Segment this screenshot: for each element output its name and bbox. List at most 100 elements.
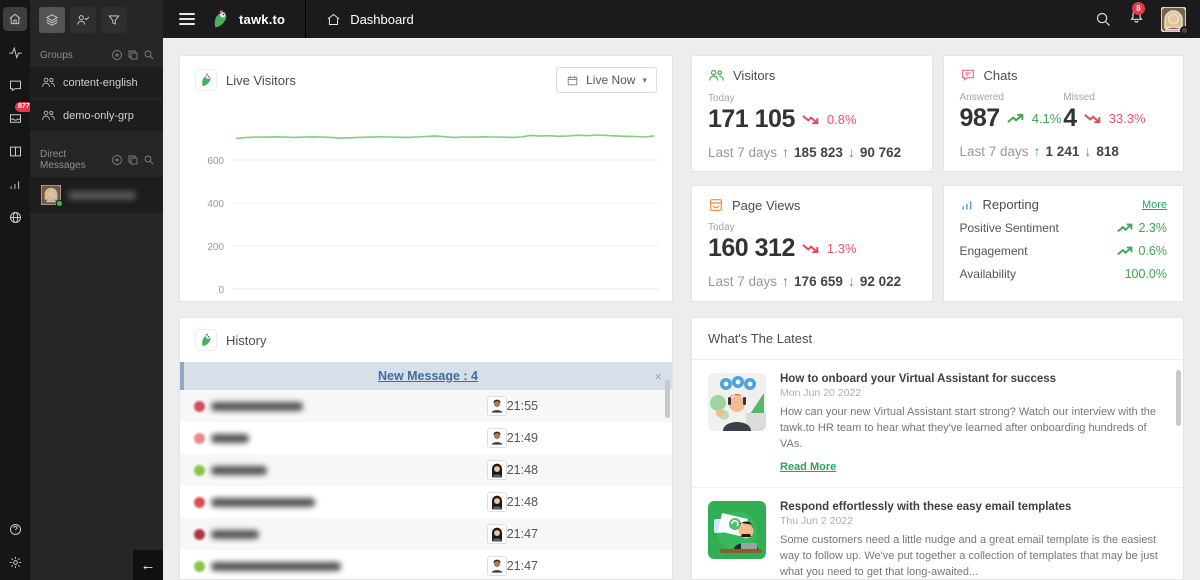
visitor-name-redacted <box>194 432 433 444</box>
topbar-divider <box>305 0 307 38</box>
tawkto-chip <box>195 69 217 91</box>
rail-globe[interactable] <box>3 205 27 229</box>
tab-filter[interactable] <box>101 7 127 33</box>
reporting-title: Reporting <box>982 197 1039 212</box>
up-arrow-icon: ↑ <box>782 144 790 160</box>
stat-grid: Visitors Today 171 105 0.8% Last 7 days … <box>691 55 1184 302</box>
history-scrollbar[interactable] <box>665 380 670 418</box>
up-arrow-icon: ↑ <box>782 273 790 289</box>
add-group-icon[interactable] <box>111 49 123 61</box>
brand-name[interactable]: tawk.to <box>239 11 286 27</box>
visitors-last7-down: 90 762 <box>859 144 902 160</box>
down-arrow-icon: ↓ <box>847 144 855 160</box>
visitor-name-redacted <box>194 496 433 508</box>
rail-activity[interactable] <box>3 40 27 64</box>
ytick-600: 600 <box>207 156 224 167</box>
tab-groups[interactable] <box>39 7 65 33</box>
new-message-link[interactable]: New Message : 4 <box>377 369 479 383</box>
missed-col: Missed 4 33.3% <box>1063 83 1167 133</box>
visitors-icon <box>709 69 724 81</box>
chats-icon <box>961 69 974 81</box>
trend-down-icon <box>802 244 819 254</box>
copy-icon[interactable] <box>127 154 139 166</box>
user-avatar[interactable] <box>1160 5 1189 35</box>
status-dot <box>194 464 205 476</box>
article-thumbnail <box>708 500 766 559</box>
history-row[interactable]: 21:49 <box>180 422 672 454</box>
history-row[interactable]: 21:48 <box>180 454 672 486</box>
chats-last7-down: 818 <box>1096 143 1119 159</box>
icon-rail: 877 <box>0 0 33 580</box>
agent-avatar <box>486 396 507 416</box>
history-row[interactable]: 21:47 <box>180 518 672 550</box>
dm-item-user[interactable] <box>30 177 163 213</box>
rail-reporting[interactable] <box>3 172 27 196</box>
search-groups-icon[interactable] <box>143 49 155 61</box>
dashboard-content: Live Visitors Live Now ▾ <box>163 38 1200 580</box>
latest-scrollbar[interactable] <box>1176 370 1181 426</box>
rail-help[interactable] <box>3 517 27 541</box>
history-row[interactable]: 21:47 <box>180 550 672 579</box>
trend-down-icon <box>1083 114 1100 124</box>
group-item-demo-only-grp[interactable]: demo-only-grp <box>30 100 163 131</box>
search-dm-icon[interactable] <box>143 154 155 166</box>
group-item-content-english[interactable]: content-english <box>30 67 163 98</box>
group-label: content-english <box>63 76 138 89</box>
close-icon[interactable]: × <box>654 368 662 384</box>
missed-label: Missed <box>1063 92 1095 103</box>
inbox-badge: 877 <box>15 102 33 113</box>
trend-up-icon <box>1116 223 1132 233</box>
live-visitors-card: Live Visitors Live Now ▾ <box>179 55 673 302</box>
more-link[interactable]: More <box>1141 198 1167 211</box>
visitor-name-redacted <box>194 464 433 476</box>
metric-label: Positive Sentiment <box>959 221 1059 235</box>
visitors-card: Visitors Today 171 105 0.8% Last 7 days … <box>691 55 933 172</box>
chat-time: 21:48 <box>506 495 538 509</box>
history-header: History <box>180 318 672 362</box>
rail-chats[interactable] <box>3 73 27 97</box>
chat-time: 21:47 <box>506 527 538 541</box>
article-title[interactable]: How to onboard your Virtual Assistant fo… <box>780 373 1057 385</box>
status-dot <box>194 400 205 412</box>
latest-header: What's The Latest <box>692 318 1183 360</box>
read-more-link[interactable]: Read More <box>780 460 837 473</box>
reporting-card: Reporting More Positive Sentiment 2.3% E… <box>942 185 1184 302</box>
add-dm-icon[interactable] <box>111 154 123 166</box>
dm-avatar <box>40 184 63 207</box>
activity-icon <box>8 45 22 59</box>
trend-up-icon <box>1006 113 1024 123</box>
tab-agents[interactable] <box>70 7 96 33</box>
date-range-selector[interactable]: Live Now ▾ <box>556 67 657 93</box>
collapse-sidebar-button[interactable]: ← <box>133 550 163 580</box>
redacted-username <box>68 190 136 200</box>
visitors-today-value: 171 105 <box>708 105 795 133</box>
notifications-button[interactable]: 8 <box>1128 2 1145 30</box>
dashboard-home-icon <box>327 13 340 25</box>
inbox-icon <box>9 113 21 123</box>
calendar-icon <box>567 75 578 85</box>
answered-change: 4.1% <box>1031 111 1062 126</box>
metric-label: Engagement <box>959 244 1028 258</box>
visitor-name-redacted <box>194 400 433 412</box>
rail-inbox[interactable]: 877 <box>3 102 33 130</box>
metric-label: Availability <box>959 267 1016 281</box>
missed-value: 4 <box>1063 104 1077 132</box>
copy-icon[interactable] <box>127 49 139 61</box>
article-excerpt: How can your new Virtual Assistant start… <box>780 406 1156 450</box>
pageviews-card: Page Views Today 160 312 1.3% Last 7 day… <box>691 185 933 302</box>
menu-toggle-button[interactable] <box>179 13 195 25</box>
rail-home[interactable] <box>3 7 27 31</box>
chat-time: 21:49 <box>506 431 538 445</box>
visitors-title: Visitors <box>733 68 776 83</box>
latest-title: What's The Latest <box>708 331 813 346</box>
rail-knowledge[interactable] <box>3 139 27 163</box>
history-row[interactable]: 21:55 <box>180 390 672 422</box>
chat-time: 21:55 <box>506 399 538 413</box>
chats-card: Chats Answered 987 4.1% <box>942 55 1184 172</box>
search-icon[interactable] <box>1095 11 1112 28</box>
rail-settings[interactable] <box>3 550 27 574</box>
history-row[interactable]: 21:48 <box>180 486 672 518</box>
article-title[interactable]: Respond effortlessly with these easy ema… <box>780 500 1072 513</box>
back-arrow-icon: ← <box>140 556 156 574</box>
up-arrow-icon: ↑ <box>1033 143 1041 159</box>
